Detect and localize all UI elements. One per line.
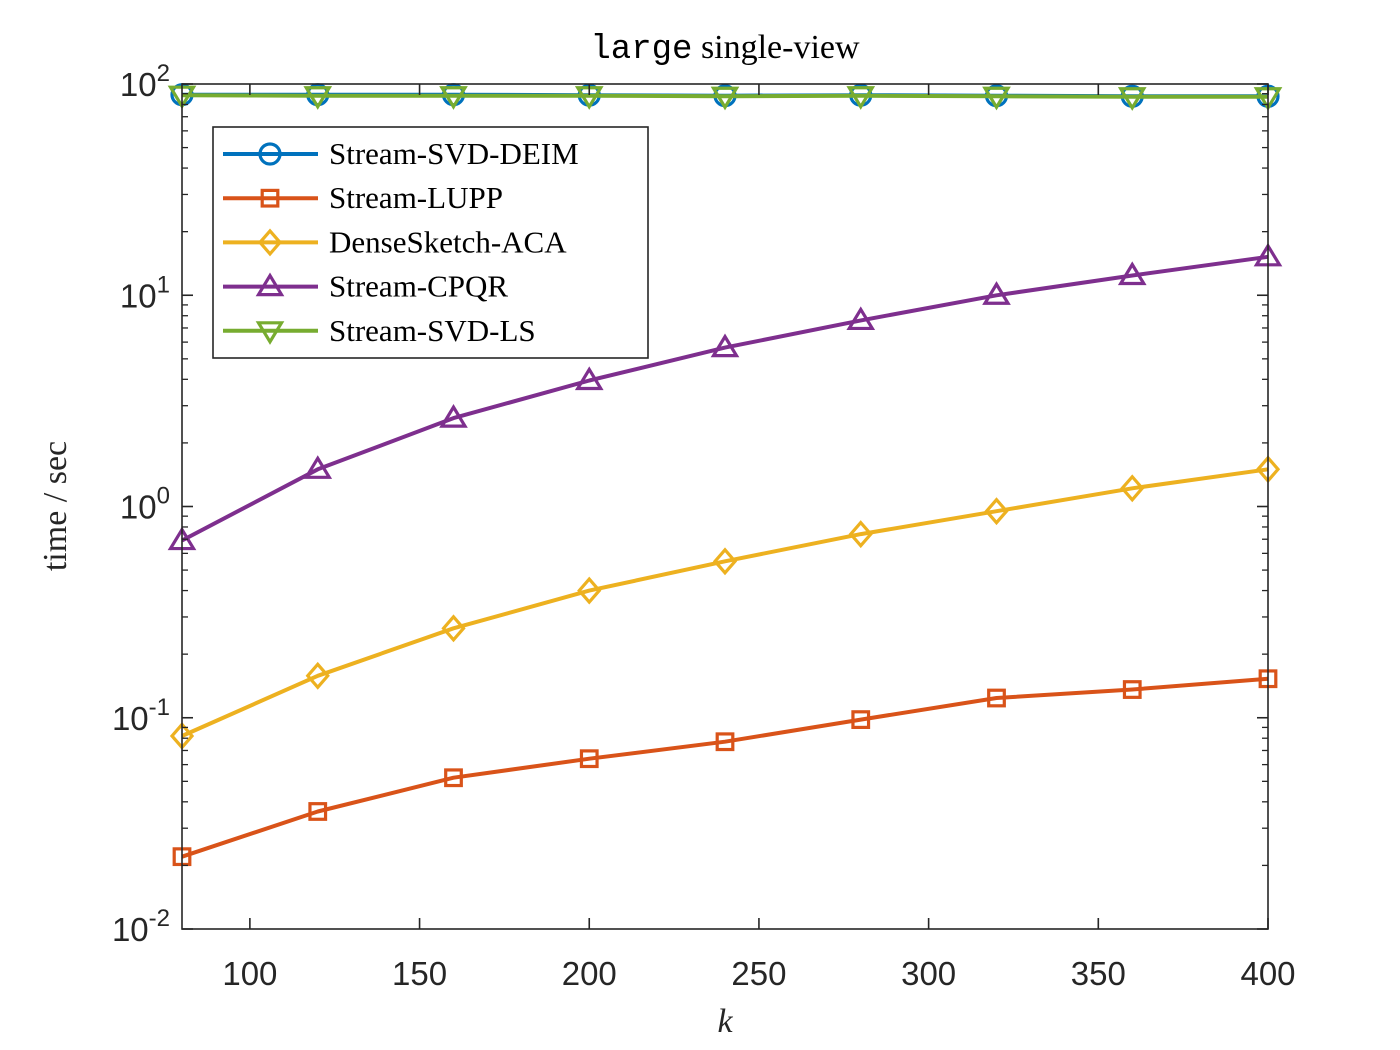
x-tick-label: 350 [1071,955,1126,992]
data-point-stream-svd-ls [710,86,740,111]
data-point-stream-lupp [579,749,599,769]
data-point-densesketch-aca [848,520,873,549]
x-tick-label: 150 [392,955,447,992]
data-point-stream-cpqr [710,333,740,358]
y-axis-label: time / sec [37,441,74,571]
data-point-stream-svd-ls [303,86,333,110]
legend-entry-stream-svd-deim: Stream-SVD-DEIM [223,136,579,171]
data-point-densesketch-aca [577,576,602,605]
chart-title: large single-view [590,29,860,69]
data-point-stream-cpqr [574,366,604,391]
series-line-stream-cpqr [181,254,1269,543]
legend-label: Stream-LUPP [329,180,503,215]
data-point-stream-cpqr [439,404,468,428]
data-point-densesketch-aca [712,547,738,576]
data-point-stream-lupp [851,710,871,730]
chart-title-text: single-view [692,29,860,66]
data-point-stream-lupp [1122,680,1142,699]
legend-marker [255,321,285,345]
legend-entry-stream-lupp: Stream-LUPP [223,180,503,215]
series-line-stream-lupp [181,676,1269,859]
data-point-stream-svd-ls [1117,87,1147,111]
data-point-densesketch-aca [305,661,330,690]
chart-title-code: large [590,31,692,69]
data-point-densesketch-aca [984,497,1009,526]
y-tick-label: 10-1 [112,694,170,737]
data-point-stream-cpqr [303,455,333,479]
legend-marker [260,188,280,208]
data-point-stream-cpqr [846,306,876,331]
legend-label: Stream-CPQR [329,269,508,304]
series-line-densesketch-aca [181,467,1269,738]
legend-label: Stream-SVD-DEIM [329,136,579,171]
x-tick-label: 200 [562,955,617,992]
data-point-stream-svd-ls [982,86,1011,111]
legend: Stream-SVD-DEIM Stream-LUPP DenseSketch-AC… [212,126,649,359]
y-tick-label: 101 [120,271,170,314]
data-point-stream-lupp [987,688,1006,708]
data-point-stream-lupp [715,732,735,752]
data-point-densesketch-aca [441,614,466,643]
legend-entry-stream-cpqr: Stream-CPQR [223,269,508,304]
legend-marker [258,142,282,166]
series-stream-svd-ls [167,85,1283,111]
series-line-stream-svd-ls [181,93,1268,99]
x-axis-label: k [717,1003,733,1040]
data-point-stream-svd-ls [439,86,468,110]
legend-entry-stream-svd-ls: Stream-SVD-LS [223,313,536,348]
x-tick-label: 250 [731,955,786,992]
data-point-stream-cpqr [1117,261,1147,286]
x-tick-label: 300 [901,955,956,992]
series-layer [167,83,1283,867]
y-tick-label: 10-2 [112,905,170,948]
axes-layer: 100 150 200 250 300 350 400 10-2 10-1 100 101 102 [112,60,1296,992]
data-point-stream-lupp [444,768,463,788]
legend-entry-densesketch-aca: DenseSketch-ACA [223,224,567,259]
y-tick-label: 102 [120,60,170,103]
y-tick-label: 100 [120,483,170,526]
series-stream-lupp [172,669,1278,867]
x-tick-label: 400 [1240,955,1295,992]
data-point-stream-cpqr [982,281,1011,305]
x-tick-label: 100 [222,955,277,992]
series-stream-cpqr [167,242,1283,551]
data-point-stream-svd-ls [846,86,876,110]
legend-marker [257,228,283,257]
legend-label: DenseSketch-ACA [329,224,567,259]
data-point-densesketch-aca [1120,474,1145,503]
legend-marker [255,272,285,297]
legend-label: Stream-SVD-LS [329,313,536,348]
data-point-stream-lupp [308,802,328,821]
